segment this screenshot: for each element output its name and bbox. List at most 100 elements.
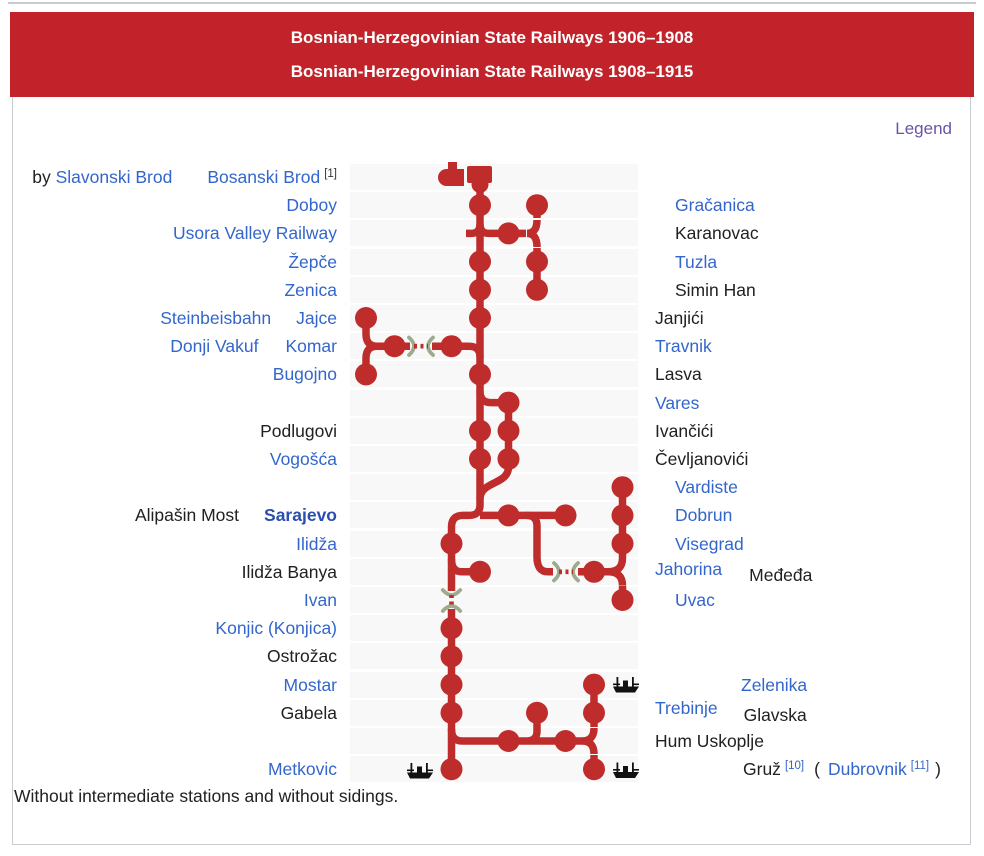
map-row-right-labels: Jahorina Međeđa <box>655 558 812 585</box>
map-row-right-labels: Simin Han <box>675 279 756 301</box>
map-row-right-labels: Trebinje Glavska <box>655 698 807 725</box>
diagram-row-stripe <box>350 643 638 670</box>
station-link[interactable]: Komar <box>285 336 337 357</box>
diagram-row-stripe <box>350 587 638 613</box>
map-row-left-labels: Vogošća <box>0 448 337 470</box>
map-row-left-labels: Usora Valley Railway <box>0 222 337 244</box>
station-link[interactable]: Bugojno <box>272 364 337 385</box>
map-row-left-labels: Ostrožac <box>0 645 337 667</box>
page-top-border <box>8 2 976 4</box>
station-text: ( <box>814 759 820 780</box>
diagram-row-stripe <box>350 417 638 444</box>
station-link[interactable]: Dubrovnik <box>827 759 907 780</box>
station-link[interactable]: Zelenika <box>741 674 808 695</box>
station-link[interactable]: Steinbeisbahn <box>160 308 272 328</box>
legend-link[interactable]: Legend <box>895 119 952 138</box>
map-row-right-labels: Gruž [10] (Dubrovnik [11]) <box>743 758 941 780</box>
station-link[interactable]: Slavonski Brod <box>55 167 173 187</box>
diagram-row-stripe <box>350 192 638 219</box>
station-link[interactable]: Vardiste <box>675 477 738 498</box>
diagram-row-stripe <box>350 248 638 275</box>
map-row-right-labels: Karanovac <box>675 222 759 244</box>
map-row-right-labels: Zelenika <box>741 674 807 696</box>
station-text: Janjići <box>655 308 704 328</box>
map-row-right-labels: Lasva <box>655 363 702 385</box>
reference-sup[interactable]: [10] <box>784 760 805 773</box>
reference-sup[interactable]: [11] <box>910 760 930 773</box>
terminus-icon <box>438 162 492 193</box>
map-row-right-labels: Uvac <box>675 589 715 611</box>
station-text: Ivančići <box>655 420 714 441</box>
tunnel-icon <box>440 588 463 613</box>
map-row-right-labels: Gračanica <box>675 194 755 216</box>
box-bottom-border <box>12 844 971 845</box>
station-link-major[interactable]: Sarajevo <box>264 505 337 526</box>
map-row-right-labels: Vares <box>655 392 699 414</box>
footnote-text: Without intermediate stations and withou… <box>14 786 399 806</box>
station-link[interactable]: Ilidža <box>296 533 337 554</box>
station-text: Čevljanovići <box>655 449 749 469</box>
diagram-row-stripe <box>350 530 638 557</box>
diagram-row-stripe <box>350 361 638 388</box>
map-row-left-labels: Doboy <box>0 194 337 216</box>
station-text: Glavska <box>743 704 807 725</box>
station-link[interactable]: Konjic (Konjica) <box>215 618 337 639</box>
station-text: Ilidža Banya <box>241 561 337 582</box>
station-dots <box>355 194 634 781</box>
station-link[interactable]: Uvac <box>675 590 715 610</box>
map-row-right-labels: Tuzla <box>675 251 717 273</box>
map-row-left-labels: Ivan <box>0 589 337 611</box>
map-row-right-labels: Ivančići <box>655 420 713 442</box>
station-link[interactable]: Mostar <box>283 674 337 695</box>
station-text: ) <box>935 759 941 780</box>
box-left-border <box>12 97 13 844</box>
station-text: Gabela <box>280 702 337 723</box>
station-link[interactable]: Zenica <box>284 279 337 300</box>
map-row-left-labels: Podlugovi <box>0 420 337 442</box>
station-link[interactable]: Ivan <box>303 590 337 610</box>
station-link[interactable]: Jahorina <box>655 558 723 579</box>
diagram-row-stripe <box>350 615 638 642</box>
ship-icon <box>407 763 433 779</box>
map-row-right-labels: Travnik <box>655 335 712 357</box>
route-diagram <box>355 162 639 781</box>
station-text: Alipašin Most <box>134 505 240 526</box>
tunnel-icon <box>552 561 580 583</box>
station-text: Ostrožac <box>266 646 337 667</box>
header-title-2: Bosnian-Herzegovinian State Railways 190… <box>290 61 694 81</box>
station-link[interactable]: Trebinje <box>655 697 718 718</box>
station-link[interactable]: Bosanski Brod <box>207 167 321 187</box>
diagram-row-stripe <box>350 305 638 331</box>
station-link[interactable]: Vogošća <box>269 449 337 469</box>
diagram-row-stripe <box>350 276 638 303</box>
station-link[interactable]: Dobrun <box>675 505 733 526</box>
station-text: Podlugovi <box>260 420 337 441</box>
station-link[interactable]: Usora Valley Railway <box>172 223 337 244</box>
hum-trebinje-line <box>447 712 582 745</box>
map-row-left-labels: Žepče <box>0 251 337 273</box>
map-row-left-labels: Konjic (Konjica) <box>0 617 337 639</box>
map-row-right-labels: Dobrun <box>675 504 732 526</box>
station-link[interactable]: Jajce <box>296 308 337 328</box>
zelenika-gruz-line <box>581 684 598 770</box>
station-link[interactable]: Metkovic <box>267 759 337 780</box>
station-link[interactable]: Donji Vakuf <box>170 336 259 357</box>
station-text: Simin Han <box>675 279 756 300</box>
reference-sup[interactable]: [1] <box>324 168 337 180</box>
station-link[interactable]: Žepče <box>288 251 337 272</box>
station-link[interactable]: Vares <box>655 392 700 413</box>
map-row-right-labels: Vardiste <box>675 476 738 498</box>
map-row-left-labels: Mostar <box>0 674 337 696</box>
station-link[interactable]: Visegrad <box>675 533 744 554</box>
station-link[interactable]: Travnik <box>655 336 712 357</box>
station-link[interactable]: Gračanica <box>675 195 755 216</box>
map-row-left-labels: Donji Vakuf Komar <box>0 335 337 357</box>
map-row-left-labels: Steinbeisbahn Jajce <box>0 307 337 329</box>
routemap-header: Bosnian-Herzegovinian State Railways 190… <box>10 12 974 97</box>
map-row-right-labels: Visegrad <box>675 533 744 555</box>
diagram-row-stripe <box>350 164 638 190</box>
station-link[interactable]: Doboy <box>286 195 337 216</box>
station-text: Lasva <box>655 364 702 385</box>
station-link[interactable]: Tuzla <box>675 251 718 272</box>
